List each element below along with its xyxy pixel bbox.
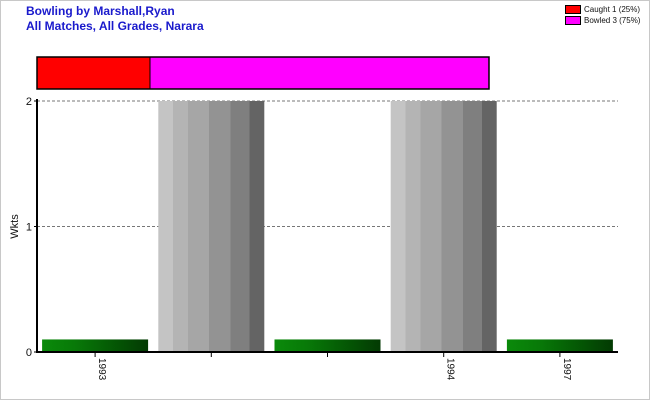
breakdown-border <box>36 56 490 90</box>
legend-swatch-caught <box>565 4 581 14</box>
breakdown-segment-bowled <box>150 57 489 89</box>
x-tick-label: 1997 <box>561 358 572 381</box>
chart-title: Bowling by Marshall,Ryan <box>26 4 175 18</box>
legend-item-bowled: Bowled 3 (75%) <box>565 15 640 25</box>
bar <box>42 339 149 352</box>
y-tick-label: 1 <box>26 222 32 234</box>
x-tick-label: 1994 <box>445 358 456 381</box>
y-tick-label: 0 <box>26 347 32 359</box>
legend-label-bowled: Bowled 3 (75%) <box>584 15 641 25</box>
legend-label-caught: Caught 1 (25%) <box>584 4 641 14</box>
chart-subtitle: All Matches, All Grades, Narara <box>26 19 204 33</box>
legend-item-caught: Caught 1 (25%) <box>565 4 640 14</box>
bar <box>274 339 381 352</box>
breakdown-segment-caught <box>37 57 150 89</box>
y-axis-label: Wkts <box>9 214 21 239</box>
y-tick-label: 2 <box>26 96 32 108</box>
legend-swatch-bowled <box>565 15 581 25</box>
x-tick-label: 1993 <box>96 358 107 381</box>
bar <box>390 101 497 352</box>
bar <box>506 339 613 352</box>
bar <box>158 101 265 352</box>
